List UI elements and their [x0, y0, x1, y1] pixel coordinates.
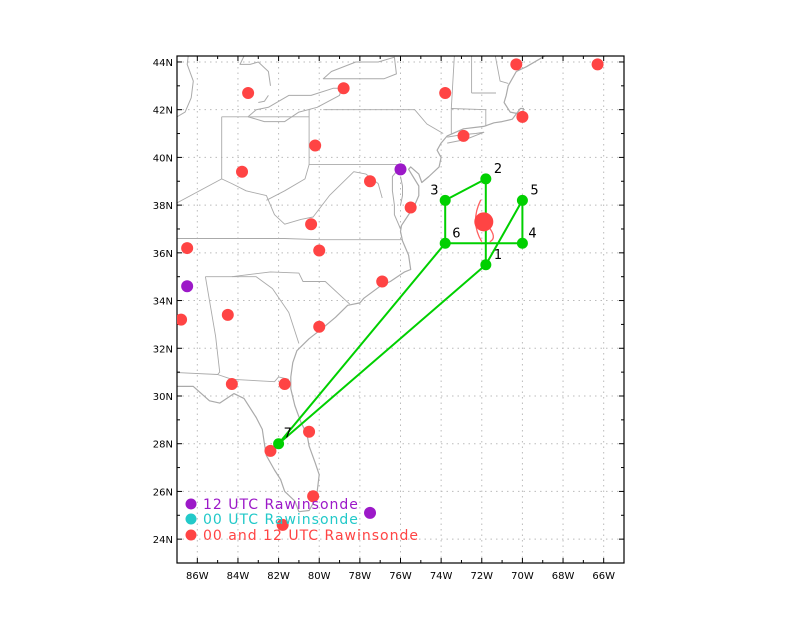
lon-tick-label: 82W: [267, 571, 290, 582]
lake-ontario: [322, 56, 397, 80]
station-marker-00-12utc: [181, 242, 194, 255]
lon-tick-label: 66W: [592, 571, 615, 582]
lon-tick-label: 86W: [186, 571, 209, 582]
station-marker-12utc: [394, 163, 407, 176]
lat-tick-label: 30N: [153, 392, 173, 403]
border-pa: [308, 109, 405, 166]
border-al-ga: [177, 276, 221, 375]
track-point-label: 7: [284, 427, 292, 442]
border-ny-east: [450, 56, 455, 134]
station-marker-00-12utc: [516, 110, 529, 123]
station-marker-00-12utc: [309, 139, 322, 152]
track-point-marker: [273, 438, 285, 450]
lake-michigan-shore: [177, 56, 194, 118]
border-wv-oh: [266, 164, 310, 201]
legend-marker-12utc: [185, 498, 197, 510]
lat-tick-label: 40N: [153, 153, 173, 164]
station-marker-00-12utc: [264, 444, 277, 457]
lat-tick-label: 32N: [153, 344, 173, 355]
track-point-marker: [439, 237, 451, 249]
legend-label-12utc: 12 UTC Rawinsonde: [203, 497, 359, 513]
station-marker-12utc: [364, 506, 377, 519]
station-marker-00-12utc: [307, 490, 320, 503]
station-markers: [177, 58, 604, 531]
station-marker-00-12utc: [364, 175, 377, 188]
border-ny-pa: [323, 109, 444, 134]
delmarva-shore: [400, 176, 403, 206]
station-marker-00-12utc: [337, 82, 350, 95]
longitude-labels: 86W 84W 82W 80W 78W 76W 74W 72W 70W 68W 66W: [186, 571, 615, 582]
station-marker-00-12utc: [313, 320, 326, 333]
lake-st-clair: [258, 95, 269, 103]
track-point-label: 4: [528, 226, 536, 241]
lat-tick-label: 24N: [153, 535, 173, 546]
grid-lines: [177, 56, 624, 563]
station-marker-00-12utc: [242, 86, 255, 99]
lat-tick-label: 36N: [153, 249, 173, 260]
track-point-label: 1: [494, 248, 502, 263]
border-fl-ga: [217, 374, 289, 383]
station-marker-00-12utc: [510, 58, 523, 71]
legend-marker-both: [185, 529, 197, 541]
station-marker-00-12utc: [278, 378, 291, 391]
border-oh-wv-va: [221, 116, 383, 225]
lon-tick-label: 68W: [552, 571, 575, 582]
lat-tick-label: 34N: [153, 297, 173, 308]
flight-track: 1 2 3 4 5 6 7: [273, 162, 539, 450]
lat-tick-label: 44N: [153, 58, 173, 69]
latitude-labels: 24N 26N 28N 30N 32N 34N 36N 38N 40N 42N 44N: [153, 58, 173, 546]
station-marker-00-12utc: [276, 518, 289, 531]
station-marker-00-12utc: [313, 244, 326, 257]
station-marker-00-12utc: [305, 218, 318, 231]
station-marker-00-12utc: [457, 129, 470, 142]
lake-huron-shore: [239, 56, 271, 86]
station-marker-00-12utc: [177, 313, 188, 326]
lon-tick-label: 72W: [470, 571, 493, 582]
legend-label-00utc: 00 UTC Rawinsonde: [203, 512, 359, 528]
lat-tick-label: 42N: [153, 106, 173, 117]
station-marker-00-12utc: [303, 425, 316, 438]
border-ga-sc: [205, 276, 300, 344]
border-ma-ct: [451, 108, 487, 127]
border-nc-sc: [231, 271, 351, 305]
lon-tick-label: 84W: [227, 571, 250, 582]
station-marker-00-12utc: [376, 275, 389, 288]
track-point-label: 3: [430, 183, 438, 198]
track-point-marker: [480, 173, 492, 185]
lon-tick-label: 78W: [349, 571, 372, 582]
track-point-marker: [516, 194, 528, 206]
track-point-label: 5: [530, 183, 538, 198]
station-marker-00-12utc: [221, 308, 234, 321]
border-nh-me: [494, 56, 509, 84]
chesapeake-bay: [391, 168, 401, 230]
station-marker-00-12utc: [591, 58, 604, 71]
border-ky-in: [177, 178, 222, 204]
track-point-marker: [516, 237, 528, 249]
station-marker-12utc: [181, 280, 194, 293]
lon-tick-label: 70W: [511, 571, 534, 582]
station-marker-00-12utc: [439, 86, 452, 99]
station-marker-00-12utc: [225, 378, 238, 391]
storm-center-marker: [474, 212, 494, 232]
coastline-and-borders: [177, 56, 546, 513]
station-marker-00-12utc: [236, 165, 249, 178]
track-point-marker: [439, 194, 451, 206]
track-point-label: 2: [494, 162, 502, 177]
lon-tick-label: 80W: [308, 571, 331, 582]
border-va-nc: [177, 238, 403, 241]
lat-tick-label: 28N: [153, 440, 173, 451]
legend-marker-00utc: [185, 513, 197, 525]
coastline: [177, 56, 546, 513]
lat-tick-label: 26N: [153, 487, 173, 498]
track-point-label: 6: [452, 226, 460, 241]
lon-tick-label: 76W: [389, 571, 412, 582]
legend: 12 UTC Rawinsonde 00 UTC Rawinsonde 00 a…: [185, 497, 419, 544]
axis-ticks: [176, 56, 625, 563]
lon-tick-label: 74W: [430, 571, 453, 582]
legend-label-both: 00 and 12 UTC Rawinsonde: [203, 528, 419, 544]
track-point-marker: [480, 259, 492, 271]
lat-tick-label: 38N: [153, 201, 173, 212]
station-marker-00-12utc: [404, 201, 417, 214]
